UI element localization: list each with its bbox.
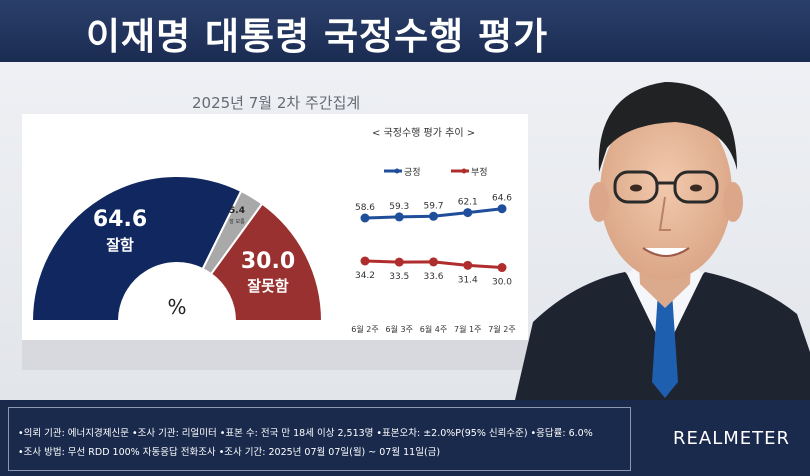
positive-category-label: 잘함 bbox=[106, 236, 134, 254]
data-label-positive: 59.3 bbox=[389, 202, 409, 212]
data-label-negative: 34.2 bbox=[355, 271, 375, 281]
chart-panel-footer-strip bbox=[22, 340, 528, 370]
gauge-segment-negative bbox=[209, 202, 324, 322]
data-point-negative bbox=[429, 257, 438, 267]
data-label-negative: 33.5 bbox=[389, 272, 409, 282]
data-label-positive: 64.6 bbox=[492, 194, 512, 204]
x-tick-label: 6월 4주 bbox=[420, 324, 447, 334]
negative-category-label: 잘못함 bbox=[247, 277, 289, 295]
x-tick-label: 6월 3주 bbox=[386, 324, 413, 334]
x-tick-label: 7월 2주 bbox=[488, 324, 515, 334]
hair bbox=[598, 82, 737, 172]
data-label-negative: 33.6 bbox=[423, 272, 443, 282]
data-point-positive bbox=[497, 204, 507, 214]
nose bbox=[658, 196, 671, 231]
data-label-negative: 30.0 bbox=[492, 278, 512, 288]
right-ear bbox=[723, 182, 743, 222]
data-point-positive bbox=[463, 208, 473, 218]
legend-positive: 긍정 bbox=[384, 167, 421, 178]
survey-info-line-1: •의뢰 기관: 에너지경제신문 •조사 기관: 리얼미터 •표본 수: 전국 만… bbox=[18, 428, 593, 439]
positive-value-label: 64.6 bbox=[93, 207, 147, 232]
data-label-negative: 31.4 bbox=[458, 275, 478, 285]
x-tick-label: 6월 2주 bbox=[351, 324, 378, 334]
data-label-positive: 58.6 bbox=[355, 203, 375, 213]
eyeglasses bbox=[613, 170, 719, 204]
legend-positive-text: 긍정 bbox=[404, 167, 421, 178]
data-label-positive: 62.1 bbox=[458, 198, 478, 208]
negative-value-label: 30.0 bbox=[241, 249, 295, 274]
legend-negative-text: 부정 bbox=[471, 167, 488, 178]
right-eye bbox=[690, 184, 702, 192]
gauge-segment-positive bbox=[30, 175, 243, 322]
percent-symbol: % bbox=[167, 295, 186, 319]
trend-chart-title: < 국정수행 평가 추이 > bbox=[372, 128, 476, 139]
legend-negative-marker bbox=[461, 168, 467, 174]
survey-info-line-2: •조사 방법: 무선 RDD 100% 자동응답 전화조사 •조사 기간: 20… bbox=[18, 447, 441, 458]
face bbox=[600, 104, 732, 280]
smile bbox=[642, 247, 690, 257]
data-point-positive bbox=[394, 212, 404, 222]
footer-bar bbox=[0, 400, 810, 476]
page-title: 이재명 대통령 국정수행 평가 bbox=[86, 15, 549, 58]
legend-positive-marker bbox=[394, 168, 400, 174]
data-point-negative bbox=[497, 263, 507, 273]
x-tick-label: 7월 1주 bbox=[454, 324, 481, 334]
data-point-positive bbox=[429, 211, 438, 221]
legend-negative: 부정 bbox=[451, 167, 488, 178]
neutral-value-label: 5.4 bbox=[229, 206, 245, 216]
data-point-negative bbox=[360, 256, 370, 266]
data-point-negative bbox=[463, 260, 473, 270]
left-eye bbox=[630, 184, 642, 192]
neutral-category-label: 잘 모름 bbox=[229, 218, 245, 225]
data-point-positive bbox=[360, 213, 370, 223]
data-label-positive: 59.7 bbox=[423, 201, 443, 211]
survey-period-subtitle: 2025년 7월 2차 주간집계 bbox=[192, 94, 361, 112]
header-banner: 이재명 대통령 국정수행 평가 bbox=[0, 0, 810, 62]
survey-info-box bbox=[8, 407, 631, 471]
brand-logo: REALMETER bbox=[673, 428, 790, 449]
left-ear bbox=[589, 182, 609, 222]
data-point-negative bbox=[394, 257, 404, 267]
president-portrait bbox=[515, 82, 810, 400]
necktie bbox=[652, 292, 678, 398]
